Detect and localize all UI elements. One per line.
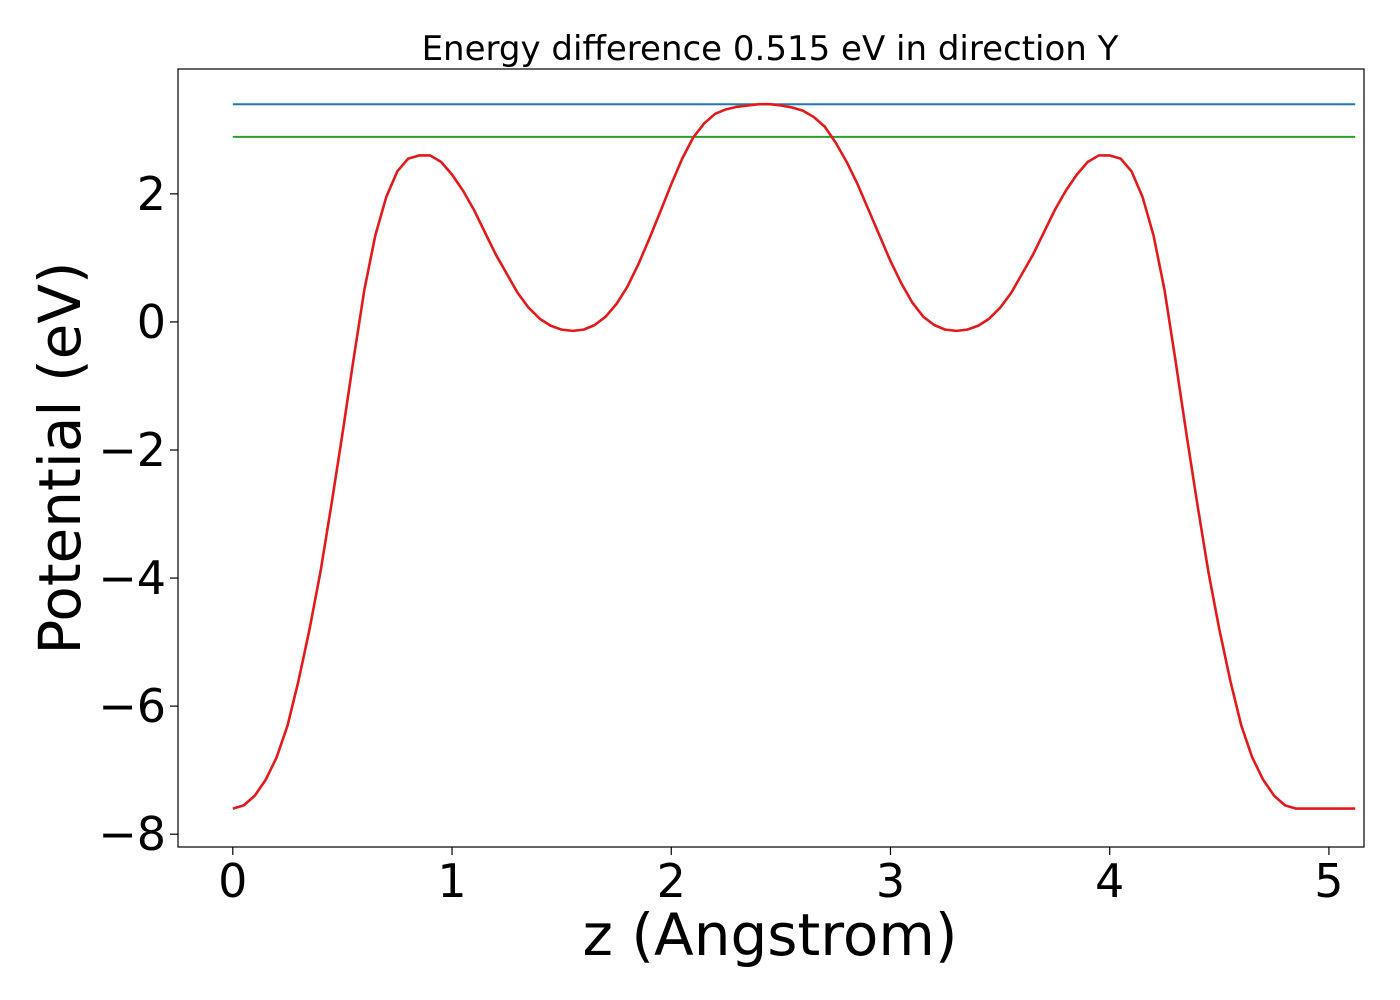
plot-frame [177, 68, 1365, 848]
x-tick-label: 2 [657, 854, 686, 908]
plot-area: 0 1 2 3 4 5 −8 −6 −4 −2 0 2 [98, 68, 1365, 908]
y-tick-label: −8 [98, 807, 166, 861]
y-tick-label: −2 [98, 423, 166, 477]
y-tick-label: 2 [137, 167, 166, 221]
x-tick-label: 5 [1314, 854, 1343, 908]
x-axis-ticks: 0 1 2 3 4 5 [218, 847, 1344, 908]
x-tick-label: 4 [1095, 854, 1124, 908]
chart-title: Energy difference 0.515 eV in direction … [422, 29, 1119, 69]
x-tick-label: 3 [876, 854, 905, 908]
x-axis-label: z (Angstrom) [583, 901, 958, 969]
y-axis-ticks: −8 −6 −4 −2 0 2 [98, 167, 178, 861]
y-tick-label: 0 [137, 295, 166, 349]
x-tick-label: 1 [437, 854, 466, 908]
x-tick-label: 0 [218, 854, 247, 908]
y-tick-label: −4 [98, 551, 166, 605]
series-potential-curve [232, 102, 1356, 810]
y-tick-label: −6 [98, 679, 166, 733]
y-axis-label: Potential (eV) [26, 261, 94, 654]
series-layer [232, 102, 1356, 810]
